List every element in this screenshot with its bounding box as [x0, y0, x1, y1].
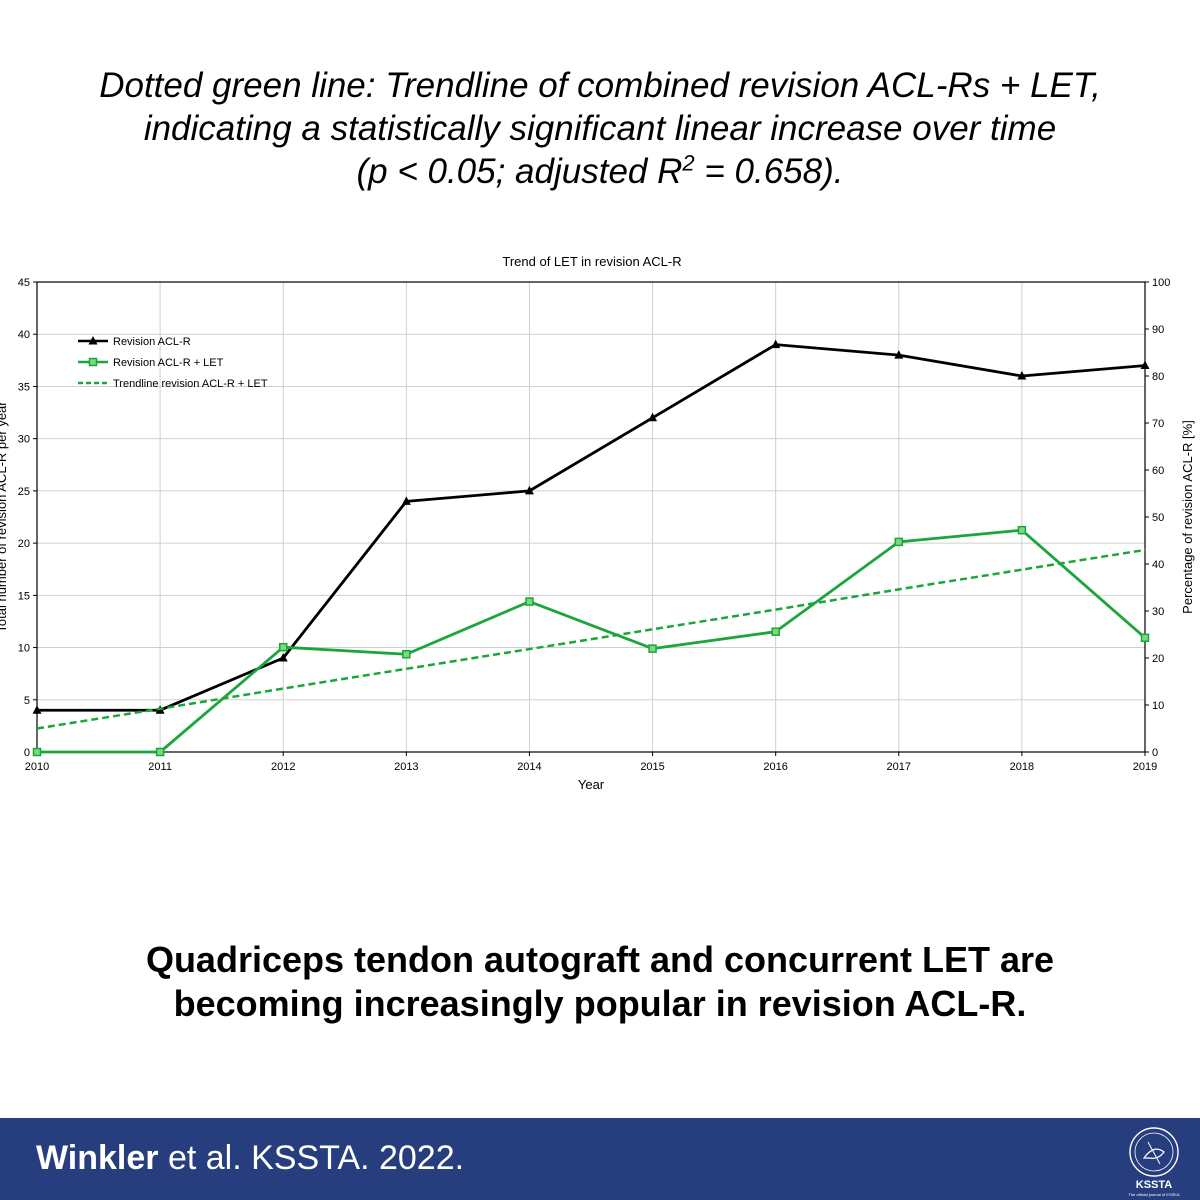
- x-axis-labels: 2010 2011 2012 2013 2014 2015 2016 2017 2018 2019: [25, 761, 1157, 773]
- headline: Quadriceps tendon autograft and concurre…: [0, 938, 1200, 1026]
- data-point-triangle: [1017, 371, 1027, 380]
- caption-line-1: Dotted green line: Trendline of combined…: [99, 66, 1101, 105]
- chart-series: [32, 339, 1150, 757]
- data-point-square: [278, 642, 288, 652]
- y-axis-right-title: Percentage of revision ACL-R [%]: [1180, 420, 1195, 614]
- y-tick-label: 5: [24, 695, 30, 707]
- chart-legend: Revision ACL-R Revision ACL-R + LET Trendl…: [78, 336, 268, 390]
- x-tick-label: 2017: [887, 761, 911, 773]
- x-tick-label: 2018: [1010, 761, 1034, 773]
- citation: Winkler et al. KSSTA. 2022.: [36, 1138, 464, 1178]
- legend-label: Revision ACL-R: [113, 336, 191, 348]
- citation-author: Winkler: [36, 1139, 159, 1177]
- caption: Dotted green line: Trendline of combined…: [0, 64, 1200, 193]
- headline-line-2: becoming increasingly popular in revisio…: [173, 983, 1027, 1024]
- data-point-triangle: [524, 485, 534, 495]
- chart-grid: [36, 281, 1146, 753]
- x-tick-label: 2015: [640, 761, 664, 773]
- x-tick-label: 2016: [763, 761, 787, 773]
- x-tick-label: 2012: [271, 761, 295, 773]
- series-line-revision-acl-r-let: [37, 528, 1146, 754]
- caption-line-3: (p < 0.05; adjusted R2 = 0.658).: [0, 150, 1200, 193]
- y-axis-labels: 0 5 10 15 20 25 30 35 40 45: [18, 277, 30, 759]
- y-axis-title: Total number of revision ACL-R per year: [0, 401, 9, 633]
- y-tick-label: 40: [18, 329, 30, 341]
- data-point-triangle: [771, 339, 781, 349]
- data-point-square: [155, 747, 165, 757]
- x-tick-label: 2013: [394, 761, 418, 773]
- logo-text: KSSTA: [1136, 1179, 1173, 1191]
- series-line-trendline-revision-acl-r-let: [36, 548, 1146, 730]
- data-point-triangle: [894, 350, 904, 359]
- plot-area-frame: [36, 281, 1146, 753]
- data-point-square: [32, 747, 42, 757]
- y-tick-label: 10: [18, 643, 30, 655]
- data-point-square: [771, 627, 780, 636]
- data-point-triangle: [278, 653, 288, 662]
- headline-line-1: Quadriceps tendon autograft and concurre…: [145, 939, 1055, 980]
- x-tick-label: 2010: [25, 761, 49, 773]
- y-right-tick-label: 10: [1152, 700, 1164, 712]
- kssta-logo: KSSTA The official journal of ESSKA: [1128, 1127, 1180, 1197]
- data-point-triangle: [401, 496, 411, 505]
- x-tick-label: 2014: [517, 761, 541, 773]
- footer-bar: Winkler et al. KSSTA. 2022. KSSTA The of…: [0, 1118, 1200, 1200]
- data-point-square: [402, 649, 411, 659]
- series-line-revision-acl-r: [37, 343, 1146, 712]
- data-point-triangle: [32, 705, 42, 714]
- data-point-square: [1017, 525, 1027, 535]
- caption-line-3-start: (p < 0.05; adjusted R: [356, 152, 683, 191]
- x-tick-label: 2011: [148, 761, 172, 773]
- caption-line-3-end: = 0.658).: [694, 152, 844, 191]
- y-right-tick-label: 80: [1152, 371, 1164, 383]
- data-point-square: [894, 537, 904, 547]
- data-point-triangle: [648, 412, 658, 422]
- y-right-tick-label: 60: [1152, 465, 1164, 477]
- axis-ticks: [33, 281, 1149, 756]
- y-right-tick-label: 100: [1152, 277, 1170, 289]
- line-chart: Trend of LET in revision ACL-R 2010 2011 2…: [0, 254, 1195, 792]
- y-right-tick-label: 20: [1152, 653, 1164, 665]
- y-right-tick-label: 70: [1152, 418, 1164, 430]
- y-right-tick-label: 40: [1152, 559, 1164, 571]
- x-axis-title: Year: [578, 777, 605, 792]
- legend-label: Revision ACL-R + LET: [113, 357, 224, 369]
- caption-line-2: indicating a statistically significant l…: [143, 109, 1057, 148]
- legend-marker-square: [88, 357, 98, 367]
- chart-title: Trend of LET in revision ACL-R: [502, 254, 681, 269]
- data-point-triangle: [1140, 360, 1150, 370]
- y-tick-label: 30: [18, 434, 30, 446]
- y-tick-label: 20: [18, 538, 30, 550]
- y-tick-label: 0: [24, 747, 30, 759]
- y-tick-label: 45: [18, 277, 30, 289]
- y-right-tick-label: 30: [1152, 606, 1164, 618]
- data-point-square: [1140, 633, 1150, 643]
- y-right-tick-label: 0: [1152, 747, 1158, 759]
- citation-rest: et al. KSSTA. 2022.: [158, 1139, 465, 1177]
- y-axis-right-labels: 0 10 20 30 40 50 60 70 80 90 100: [1152, 277, 1170, 759]
- legend-marker-triangle: [88, 336, 98, 345]
- data-point-square: [648, 644, 657, 653]
- y-right-tick-label: 90: [1152, 324, 1164, 336]
- y-tick-label: 35: [18, 381, 30, 393]
- y-tick-label: 25: [18, 486, 30, 498]
- legend-label: Trendline revision ACL-R + LET: [113, 378, 268, 390]
- caption-superscript: 2: [682, 150, 695, 176]
- logo-subtext: The official journal of ESSKA: [1128, 1192, 1180, 1197]
- data-point-square: [525, 597, 534, 606]
- y-right-tick-label: 50: [1152, 512, 1164, 524]
- x-tick-label: 2019: [1133, 761, 1157, 773]
- y-tick-label: 15: [18, 590, 30, 602]
